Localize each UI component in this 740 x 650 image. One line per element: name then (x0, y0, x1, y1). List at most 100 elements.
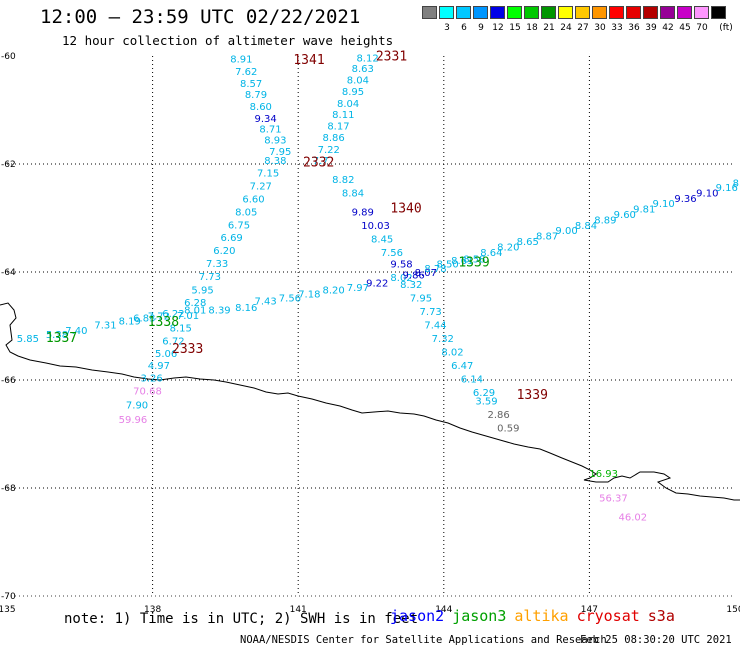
swh-value: 9.60 (614, 210, 636, 221)
pass-time-label: 1341 (293, 53, 324, 68)
scale-label: 21 (543, 23, 555, 33)
swh-value: 7.73 (420, 307, 442, 318)
swh-value: 7.33 (206, 259, 228, 270)
scale-swatch (711, 6, 726, 19)
lat-tick-label: -60 (1, 52, 16, 62)
swh-value: 6.22 (162, 309, 184, 320)
lon-tick-label: 147 (581, 605, 598, 615)
lon-tick-label: 138 (144, 605, 161, 615)
swh-value: 6.83 (133, 314, 155, 325)
swh-value: 6.60 (242, 194, 264, 205)
legend-item: jason3 (452, 607, 507, 625)
swh-value: 7.01 (177, 311, 199, 322)
swh-value: 8.19 (119, 316, 141, 327)
swh-value: 46.02 (619, 512, 648, 523)
scale-label: 24 (560, 23, 572, 33)
swh-value: 8.58 (463, 254, 485, 265)
swh-value: 8.04 (347, 76, 369, 87)
swh-value: 7.31 (94, 321, 116, 332)
swh-value: 6.14 (461, 375, 483, 386)
swh-value: 7.43 (255, 296, 277, 307)
scale-swatch (643, 6, 658, 19)
scale-swatch (456, 6, 471, 19)
swh-value: 4.97 (148, 361, 170, 372)
swh-value: 5.85 (17, 334, 39, 345)
swh-value: 6.47 (451, 361, 473, 372)
swh-value: 8.89 (594, 215, 616, 226)
swh-value: 8.05 (235, 207, 257, 218)
scale-label: 45 (679, 23, 691, 33)
scale-swatch (524, 6, 539, 19)
scale-swatch (439, 6, 454, 19)
legend-item: cryosat (576, 607, 640, 625)
swh-value: 5.06 (155, 349, 177, 360)
scale-label: 70 (696, 23, 708, 33)
swh-value: 7.7 (313, 156, 329, 167)
swh-value: 8.65 (517, 237, 539, 248)
swh-value: 8.84 (575, 221, 597, 232)
page-title: 12:00 – 23:59 UTC 02/22/2021 (40, 6, 361, 28)
swh-value: 8.16 (235, 303, 257, 314)
swh-value: 8.20 (322, 286, 344, 297)
scale-unit: (ft) (719, 23, 733, 33)
scale-label: 18 (526, 23, 538, 33)
swh-value: 8.78 (424, 264, 446, 275)
swh-value: 9.10 (696, 188, 718, 199)
coastline (0, 302, 740, 501)
scale-swatch (609, 6, 624, 19)
credit-line: NOAA/NESDIS Center for Satellite Applica… (240, 634, 607, 646)
swh-value: 8.20 (497, 242, 519, 253)
swh-value: 3.59 (475, 396, 497, 407)
lon-tick-label: 144 (435, 605, 452, 615)
swh-value: 7.97 (347, 283, 369, 294)
tick-layer: 135 138 141 144 147 150 -60 -62 -64 -66 -68 -70 (0, 52, 740, 615)
scale-label: 15 (509, 23, 521, 33)
swh-value: 0.59 (497, 423, 519, 434)
swh-value: 6.75 (228, 220, 250, 231)
swh-value: 6.72 (162, 336, 184, 347)
swh-value: 8.71 (259, 125, 281, 136)
swh-value: 8.01 (184, 306, 206, 317)
pass-time-label: 1338 (148, 315, 179, 330)
swh-value: 8.63 (352, 64, 374, 75)
pass-time-label: 1337 (46, 331, 77, 346)
scale-swatch (507, 6, 522, 19)
swh-value: 16.93 (589, 469, 618, 480)
scale-swatch (490, 6, 505, 19)
swh-value: 8.11 (332, 110, 354, 121)
swh-value: 7.56 (381, 248, 403, 259)
swh-value: 8.15 (170, 323, 192, 334)
swh-value: 8.60 (250, 102, 272, 113)
swh-value: 8.95 (342, 87, 364, 98)
scale-swatch (541, 6, 556, 19)
swh-value: 8.02 (441, 348, 463, 359)
lon-tick-label: 141 (290, 605, 307, 615)
swh-value: 7.95 (269, 147, 291, 158)
scale-label: 30 (594, 23, 606, 33)
swh-value: 8.12 (356, 53, 378, 64)
lat-tick-label: -62 (1, 160, 16, 170)
pass-time-label: 2331 (376, 49, 407, 64)
swh-value: 8.04 (337, 99, 359, 110)
swh-value: 8.17 (327, 121, 349, 132)
scale-swatch (660, 6, 675, 19)
scale-swatch (677, 6, 692, 19)
swh-value: 7.44 (424, 321, 446, 332)
lat-tick-label: -64 (1, 268, 16, 278)
swh-value: 9.81 (633, 205, 655, 216)
pass-time-label: 1339 (458, 256, 489, 271)
grid-layer (7, 56, 735, 597)
swh-value: 8.38 (264, 156, 286, 167)
swh-value: 8.91 (230, 54, 252, 65)
scale-label: 27 (577, 23, 589, 33)
lat-tick-label: -66 (1, 376, 16, 386)
scale-swatch (575, 6, 590, 19)
swh-value: 9.00 (555, 226, 577, 237)
swh-value: 8.50 (437, 260, 459, 271)
swh-value: 7.73 (199, 272, 221, 283)
credit-date: Feb 25 08:30:20 UTC 2021 (580, 634, 732, 646)
swh-value: 8.32 (400, 280, 422, 291)
pass-time-label: 2333 (172, 342, 203, 357)
swh-value: 10.03 (361, 221, 390, 232)
